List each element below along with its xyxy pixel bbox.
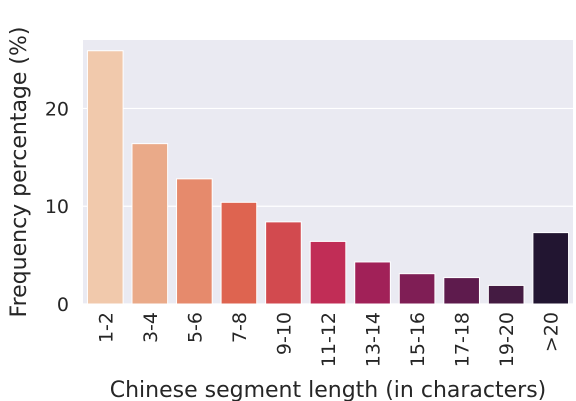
y-axis-label: Frequency percentage (%) (7, 27, 32, 318)
bar-7-8 (220, 201, 258, 305)
bar-17-18 (443, 277, 480, 305)
bar-3-4 (131, 143, 169, 305)
y-tick-label: 10 (45, 196, 69, 218)
x-tick-labels: 1-2 3-4 5-6 7-8 9-10 11-12 13-14 15-16 17-18 19-2… (95, 312, 562, 367)
y-tick-label: 0 (57, 294, 69, 316)
x-tick-label: 15-16 (407, 312, 429, 367)
bar->20 (532, 232, 570, 305)
bar-5-6 (176, 178, 213, 305)
bar-9-10 (265, 221, 302, 305)
x-tick-label: 19-20 (496, 312, 518, 367)
x-tick-label: >20 (541, 312, 563, 352)
x-tick-label: 11-12 (318, 312, 340, 367)
x-tick-label: 3-4 (140, 312, 162, 343)
x-tick-label: 5-6 (184, 312, 206, 343)
bars (86, 50, 570, 305)
x-tick-label: 7-8 (229, 312, 251, 343)
bar-11-12 (309, 240, 347, 305)
bar-13-14 (354, 261, 391, 305)
x-tick-label: 13-14 (363, 312, 385, 367)
x-tick-label: 17-18 (452, 312, 474, 367)
y-tick-label: 20 (45, 98, 69, 120)
x-tick-label: 1-2 (95, 312, 117, 343)
bar-19-20 (487, 284, 525, 305)
x-tick-label: 9-10 (273, 312, 295, 355)
bar-1-2 (86, 50, 124, 305)
bar-15-16 (398, 273, 436, 305)
y-tick-labels: 0 10 20 (45, 98, 69, 316)
x-axis-label: Chinese segment length (in characters) (110, 378, 547, 401)
